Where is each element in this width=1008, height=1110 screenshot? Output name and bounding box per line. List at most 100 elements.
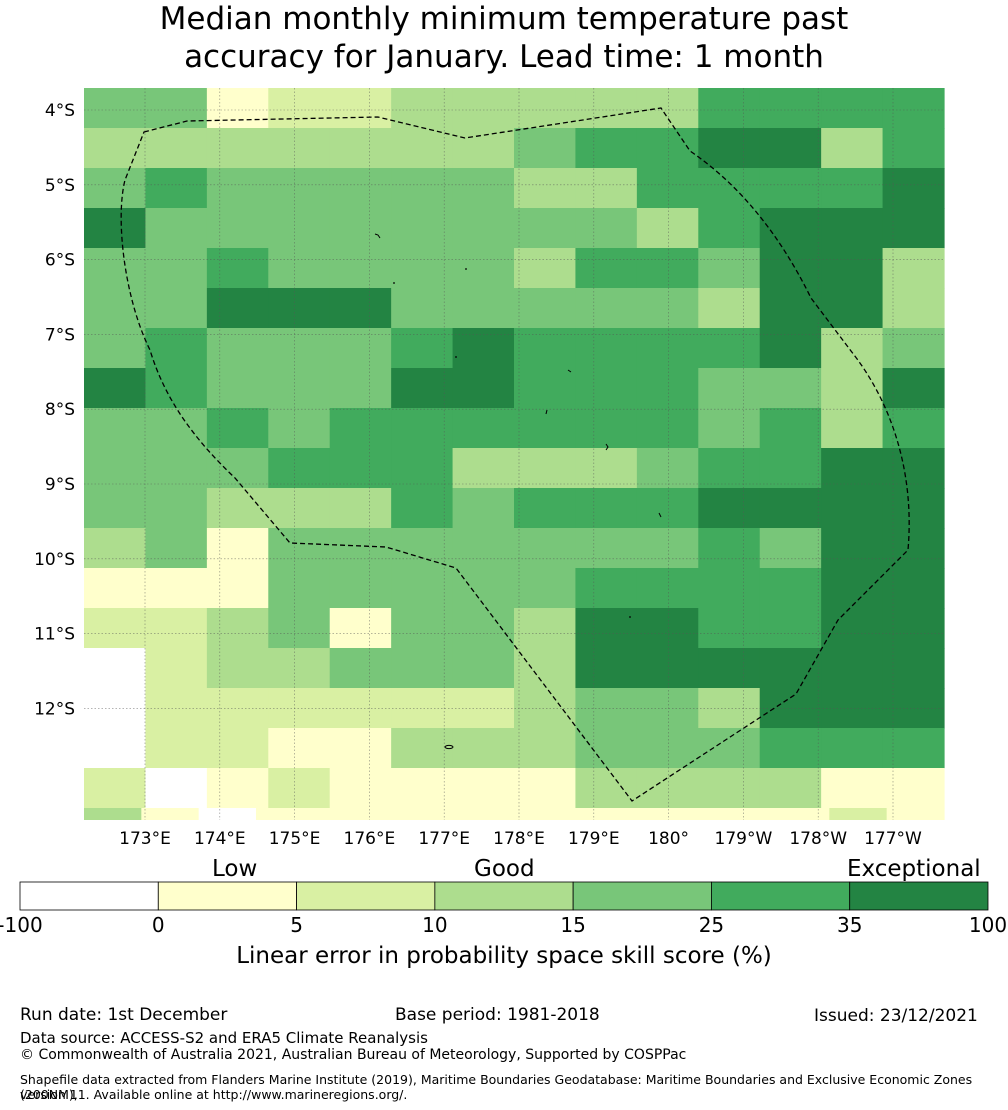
grid-cell bbox=[329, 608, 392, 649]
grid-cell bbox=[698, 448, 761, 489]
grid-cell bbox=[636, 568, 699, 609]
grid-cell bbox=[698, 408, 761, 449]
colorbar-title: Linear error in probability space skill … bbox=[236, 943, 772, 969]
grid-cell bbox=[882, 488, 945, 529]
grid-cell bbox=[452, 568, 515, 609]
grid-cell bbox=[698, 488, 761, 529]
grid-cell bbox=[636, 328, 699, 369]
grid-cell bbox=[391, 568, 454, 609]
grid-cell bbox=[636, 488, 699, 529]
grid-cell bbox=[636, 208, 699, 249]
grid-cell bbox=[882, 88, 945, 129]
grid-cell bbox=[698, 288, 761, 329]
grid-cell bbox=[514, 608, 577, 649]
grid-cell bbox=[145, 328, 208, 369]
grid-cell bbox=[575, 248, 638, 289]
grid-cell bbox=[84, 208, 147, 249]
grid-cell bbox=[636, 608, 699, 649]
skill-grid bbox=[84, 88, 945, 820]
grid-cell bbox=[882, 648, 945, 689]
grid-cell bbox=[882, 248, 945, 289]
grid-cell bbox=[145, 128, 208, 169]
grid-cell bbox=[514, 288, 577, 329]
grid-cell bbox=[575, 448, 638, 489]
issued-date: Issued: 23/12/2021 bbox=[814, 1006, 978, 1026]
grid-cell bbox=[514, 448, 577, 489]
grid-cell bbox=[84, 408, 147, 449]
grid-cell bbox=[370, 808, 429, 820]
grid-cell bbox=[514, 208, 577, 249]
grid-cell bbox=[206, 728, 269, 769]
grid-cell bbox=[514, 248, 577, 289]
copyright: © Commonwealth of Australia 2021, Austra… bbox=[20, 1047, 687, 1063]
grid-cell bbox=[821, 648, 884, 689]
grid-cell bbox=[268, 168, 331, 209]
latitude-label: 5°S bbox=[45, 176, 75, 196]
colorbar-label-exceptional: Exceptional bbox=[847, 856, 981, 882]
grid-cell bbox=[268, 368, 331, 409]
grid-cell bbox=[698, 88, 761, 129]
grid-cell bbox=[514, 168, 577, 209]
grid-cell bbox=[882, 768, 945, 809]
island bbox=[629, 616, 631, 618]
grid-cell bbox=[84, 368, 147, 409]
grid-cell bbox=[636, 128, 699, 169]
grid-cell bbox=[821, 248, 884, 289]
grid-cell bbox=[821, 448, 884, 489]
grid-cell bbox=[698, 528, 761, 569]
grid-cell bbox=[329, 88, 392, 129]
grid-cell bbox=[84, 168, 147, 209]
base-period: Base period: 1981-2018 bbox=[395, 1005, 600, 1025]
grid-cell bbox=[268, 728, 331, 769]
grid-cell bbox=[886, 808, 945, 820]
grid-cell bbox=[268, 328, 331, 369]
grid-cell bbox=[145, 608, 208, 649]
grid-cell bbox=[391, 248, 454, 289]
island bbox=[465, 268, 467, 270]
grid-cell bbox=[514, 88, 577, 129]
grid-cell bbox=[452, 448, 515, 489]
grid-cell bbox=[391, 88, 454, 129]
longitude-label: 178°W bbox=[789, 829, 847, 849]
grid-cell bbox=[759, 408, 822, 449]
grid-cell bbox=[636, 248, 699, 289]
grid-cell bbox=[575, 288, 638, 329]
grid-cell bbox=[698, 168, 761, 209]
grid-cell bbox=[698, 768, 761, 809]
grid-cell bbox=[759, 168, 822, 209]
grid-cell bbox=[636, 688, 699, 729]
grid-cell bbox=[452, 168, 515, 209]
island bbox=[605, 443, 609, 451]
colorbar-tick-label: 100 bbox=[968, 913, 1008, 937]
grid-cell bbox=[698, 648, 761, 689]
grid-cell bbox=[391, 648, 454, 689]
grid-cell bbox=[268, 128, 331, 169]
grid-cell bbox=[514, 568, 577, 609]
colorbar-segment bbox=[434, 881, 574, 911]
island bbox=[374, 233, 381, 239]
grid-cell bbox=[391, 288, 454, 329]
grid-cell bbox=[268, 608, 331, 649]
grid-cell bbox=[256, 808, 314, 820]
grid-cell bbox=[452, 208, 515, 249]
eez-boundary bbox=[120, 107, 910, 802]
grid-cell bbox=[391, 728, 454, 769]
grid-cell bbox=[84, 248, 147, 289]
grid-cell bbox=[198, 808, 257, 820]
grid-cell bbox=[84, 328, 147, 369]
colorbar-tick-label: 25 bbox=[698, 913, 725, 937]
grid-cell bbox=[821, 768, 884, 809]
grid-cell bbox=[145, 728, 208, 769]
grid-cell bbox=[84, 608, 147, 649]
grid-cell bbox=[145, 448, 208, 489]
colorbar-tick-label: -100 bbox=[0, 913, 43, 937]
longitude-label: 179°E bbox=[568, 829, 620, 849]
grid-cell bbox=[268, 648, 331, 689]
grid-cell bbox=[268, 248, 331, 289]
grid-cell bbox=[759, 208, 822, 249]
grid-cell bbox=[329, 328, 392, 369]
grid-cell bbox=[514, 408, 577, 449]
island bbox=[455, 356, 457, 358]
longitude-label: 177°E bbox=[418, 829, 470, 849]
island bbox=[567, 369, 572, 373]
